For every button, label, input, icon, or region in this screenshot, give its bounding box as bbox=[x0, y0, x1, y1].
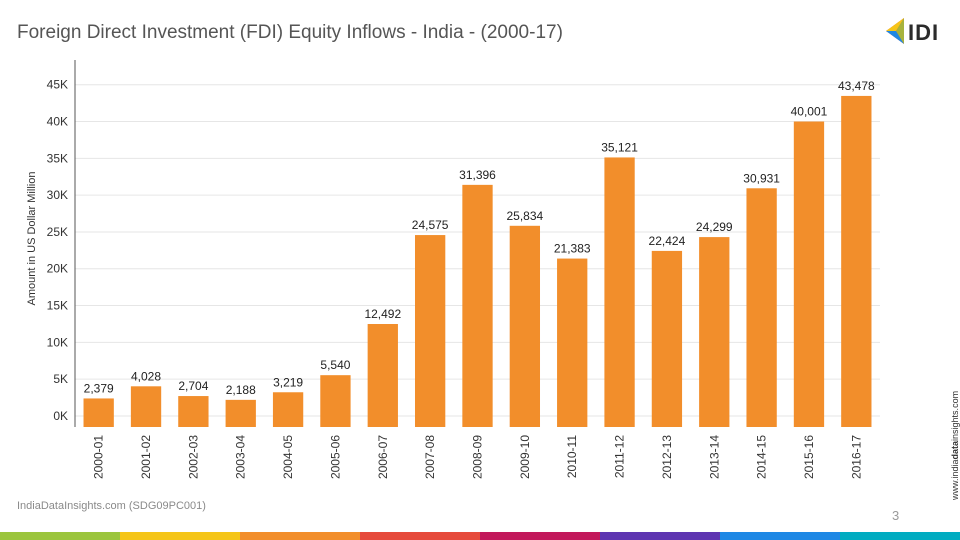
value-label: 2,188 bbox=[226, 383, 256, 397]
strip-segment bbox=[120, 532, 240, 540]
value-label: 30,931 bbox=[743, 171, 780, 185]
value-label: 4,028 bbox=[131, 369, 161, 383]
x-tick-label: 2004-05 bbox=[281, 435, 295, 479]
bar bbox=[462, 184, 493, 427]
value-label: 43,478 bbox=[838, 79, 875, 93]
bar bbox=[178, 396, 209, 427]
url-part-suffix: insights.com bbox=[950, 390, 960, 441]
y-tick-label: 20K bbox=[47, 262, 68, 276]
bars bbox=[83, 95, 872, 428]
value-label: 2,379 bbox=[84, 381, 114, 395]
idi-logo: IDI bbox=[884, 16, 944, 52]
x-tick-label: 2002-03 bbox=[186, 435, 200, 479]
x-tick-label: 2012-13 bbox=[660, 435, 674, 479]
bar bbox=[746, 188, 777, 427]
value-labels: 2,379 4,028 2,704 2,188 3,219 5,540 12,492 24,5… bbox=[84, 79, 875, 397]
y-axis-label: Amount in US Dollar Million bbox=[26, 172, 38, 306]
bar bbox=[272, 392, 304, 427]
x-axis-ticks: 2000-01 2001-02 2002-03 2003-04 2004-05 2005-… bbox=[92, 435, 864, 479]
bar bbox=[841, 95, 872, 427]
x-tick-label: 2015-16 bbox=[802, 435, 816, 479]
x-tick-label: 2009-10 bbox=[518, 435, 532, 479]
strip-segment bbox=[0, 532, 120, 540]
value-label: 35,121 bbox=[601, 140, 638, 154]
color-strip bbox=[0, 532, 960, 540]
x-tick-label: 2007-08 bbox=[423, 435, 437, 479]
x-tick-label: 2014-15 bbox=[755, 435, 769, 479]
value-label: 2,704 bbox=[178, 379, 208, 393]
value-label: 24,575 bbox=[412, 218, 449, 232]
y-tick-label: 15K bbox=[47, 299, 68, 313]
x-tick-label: 2001-02 bbox=[139, 435, 153, 479]
value-label: 3,219 bbox=[273, 375, 303, 389]
strip-segment bbox=[840, 532, 960, 540]
strip-segment bbox=[480, 532, 600, 540]
url-part-prefix: www.india bbox=[950, 459, 960, 500]
y-tick-label: 35K bbox=[47, 151, 68, 165]
bar bbox=[225, 399, 256, 427]
y-tick-label: 5K bbox=[53, 372, 68, 386]
value-label: 5,540 bbox=[320, 358, 350, 372]
value-label: 31,396 bbox=[459, 168, 496, 182]
y-tick-label: 40K bbox=[47, 115, 68, 129]
strip-segment bbox=[600, 532, 720, 540]
strip-segment bbox=[720, 532, 840, 540]
x-tick-label: 2011-12 bbox=[613, 435, 627, 478]
bar bbox=[793, 121, 825, 428]
bar bbox=[604, 157, 635, 427]
x-tick-label: 2003-04 bbox=[234, 435, 248, 479]
value-label: 24,299 bbox=[696, 220, 733, 234]
value-label: 22,424 bbox=[649, 234, 686, 248]
source-footer: IndiaDataInsights.com (SDG09PC001) bbox=[17, 500, 206, 512]
x-tick-label: 2016-17 bbox=[849, 435, 863, 479]
bar bbox=[699, 237, 730, 427]
x-tick-label: 2000-01 bbox=[92, 435, 106, 479]
bar bbox=[83, 398, 114, 427]
x-tick-label: 2013-14 bbox=[707, 435, 721, 479]
y-tick-label: 10K bbox=[47, 335, 68, 349]
side-website-url: www.indiadatainsights.com bbox=[950, 391, 960, 500]
x-tick-label: 2010-11 bbox=[565, 435, 579, 478]
value-label: 12,492 bbox=[364, 307, 401, 321]
page-number: 3 bbox=[892, 508, 900, 523]
bar bbox=[367, 324, 398, 427]
y-tick-label: 45K bbox=[47, 78, 68, 92]
bar bbox=[414, 235, 446, 427]
chart-title: Foreign Direct Investment (FDI) Equity I… bbox=[17, 22, 563, 43]
x-tick-label: 2008-09 bbox=[471, 435, 485, 479]
bar bbox=[509, 225, 541, 427]
logo-text: IDI bbox=[908, 20, 940, 45]
bar bbox=[130, 386, 162, 427]
logo-mark-icon bbox=[886, 18, 904, 44]
y-tick-label: 25K bbox=[47, 225, 68, 239]
y-tick-label: 0K bbox=[53, 409, 68, 423]
bar bbox=[651, 250, 683, 427]
y-tick-label: 30K bbox=[47, 188, 68, 202]
value-label: 25,834 bbox=[507, 209, 544, 223]
strip-segment bbox=[240, 532, 360, 540]
bar bbox=[320, 375, 351, 427]
url-part-bold: data bbox=[950, 440, 960, 460]
value-label: 40,001 bbox=[791, 105, 828, 119]
x-tick-label: 2005-06 bbox=[328, 435, 342, 479]
strip-segment bbox=[360, 532, 480, 540]
bar bbox=[557, 258, 588, 427]
value-label: 21,383 bbox=[554, 242, 591, 256]
y-axis-ticks: 0K 5K 10K 15K 20K 25K 30K 35K 40K 45K bbox=[47, 78, 68, 423]
x-tick-label: 2006-07 bbox=[376, 435, 390, 479]
